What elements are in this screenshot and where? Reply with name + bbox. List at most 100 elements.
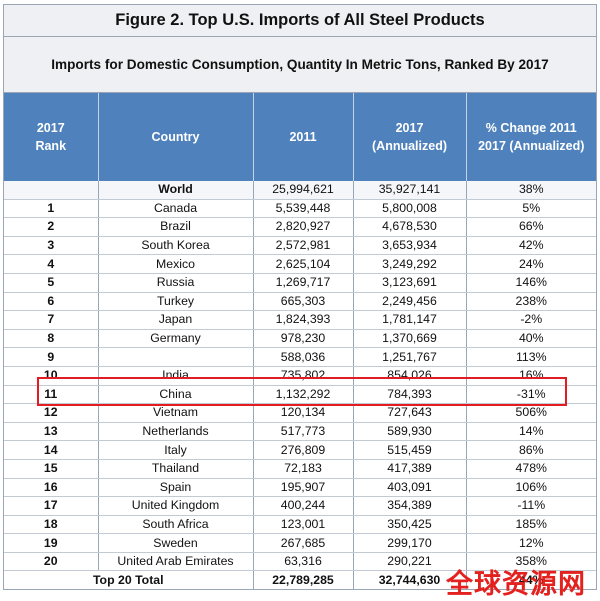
- country-cell: China: [98, 385, 254, 405]
- header-2011: 2011: [253, 93, 354, 181]
- value-2017-cell: 589,930: [353, 422, 467, 442]
- change-cell: -2%: [466, 310, 596, 330]
- imports-table: 2017 Rank Country 2011 2017 (Annualized)…: [4, 93, 596, 590]
- value-2011-cell: 588,036: [253, 347, 354, 367]
- header-change-line-1: % Change 2011: [485, 121, 577, 135]
- change-cell: 478%: [466, 459, 596, 479]
- table-row: 5 Russia 1,269,717 3,123,691 146%: [4, 273, 596, 293]
- change-cell: 12%: [466, 533, 596, 553]
- rank-cell: 3: [4, 236, 99, 256]
- value-2017-cell: 2,249,456: [353, 292, 467, 312]
- value-2017-cell: 854,026: [353, 366, 467, 386]
- value-2017-cell: 3,653,934: [353, 236, 467, 256]
- country-cell: Spain: [98, 478, 254, 498]
- change-cell: 106%: [466, 478, 596, 498]
- table-row: 12 Vietnam 120,134 727,643 506%: [4, 403, 596, 423]
- value-2017-cell: 1,781,147: [353, 310, 467, 330]
- value-2017-cell: 290,221: [353, 552, 467, 572]
- table-row: 8 Germany 978,230 1,370,669 40%: [4, 329, 596, 349]
- value-2011-cell: 1,269,717: [253, 273, 354, 293]
- value-2011-cell: 63,316: [253, 552, 354, 572]
- country-cell: Japan: [98, 310, 254, 330]
- world-row: World 25,994,621 35,927,141 38%: [4, 181, 596, 200]
- world-rank: [4, 181, 99, 200]
- header-rank-line-2: Rank: [35, 139, 67, 153]
- change-cell: 86%: [466, 440, 596, 460]
- change-cell: 42%: [466, 236, 596, 256]
- value-2017-cell: 299,170: [353, 533, 467, 553]
- table-row: 6 Turkey 665,303 2,249,456 238%: [4, 292, 596, 312]
- table-row: 15 Thailand 72,183 417,389 478%: [4, 459, 596, 479]
- rank-cell: 6: [4, 292, 99, 312]
- rank-cell: 8: [4, 329, 99, 349]
- value-2017-cell: 515,459: [353, 440, 467, 460]
- country-cell: United Arab Emirates: [98, 552, 254, 572]
- change-cell: -31%: [466, 385, 596, 405]
- country-cell: Brazil: [98, 217, 254, 237]
- total-row: Top 20 Total 22,789,285 32,744,630 44%: [4, 570, 596, 590]
- change-cell: 113%: [466, 347, 596, 367]
- value-2011-cell: 123,001: [253, 515, 354, 535]
- header-change: % Change 2011 2017 (Annualized): [466, 93, 596, 181]
- change-cell: 185%: [466, 515, 596, 535]
- table-row: 10 India 735,802 854,026 16%: [4, 366, 596, 386]
- value-2011-cell: 978,230: [253, 329, 354, 349]
- table-row: 16 Spain 195,907 403,091 106%: [4, 478, 596, 498]
- world-2017: 35,927,141: [353, 181, 467, 200]
- rank-cell: 4: [4, 254, 99, 274]
- table-row: 18 South Africa 123,001 350,425 185%: [4, 515, 596, 535]
- rank-cell: 20: [4, 552, 99, 572]
- country-cell: Sweden: [98, 533, 254, 553]
- rank-cell: 12: [4, 403, 99, 423]
- change-cell: 14%: [466, 422, 596, 442]
- change-cell: 358%: [466, 552, 596, 572]
- change-cell: 40%: [466, 329, 596, 349]
- rank-cell: 17: [4, 496, 99, 516]
- value-2011-cell: 665,303: [253, 292, 354, 312]
- steel-imports-figure: Figure 2. Top U.S. Imports of All Steel …: [3, 4, 597, 591]
- rank-cell: 5: [4, 273, 99, 293]
- change-cell: 16%: [466, 366, 596, 386]
- rank-cell: 9: [4, 347, 99, 367]
- total-change: 44%: [466, 570, 596, 590]
- value-2017-cell: 727,643: [353, 403, 467, 423]
- world-change: 38%: [466, 181, 596, 200]
- value-2017-cell: 350,425: [353, 515, 467, 535]
- rank-cell: 10: [4, 366, 99, 386]
- value-2017-cell: 1,370,669: [353, 329, 467, 349]
- country-cell: Canada: [98, 199, 254, 219]
- table-row: 7 Japan 1,824,393 1,781,147 -2%: [4, 310, 596, 330]
- value-2017-cell: 784,393: [353, 385, 467, 405]
- figure-title: Figure 2. Top U.S. Imports of All Steel …: [4, 5, 596, 37]
- change-cell: 146%: [466, 273, 596, 293]
- change-cell: 66%: [466, 217, 596, 237]
- rank-cell: 2: [4, 217, 99, 237]
- value-2017-cell: 417,389: [353, 459, 467, 479]
- change-cell: 506%: [466, 403, 596, 423]
- header-2017-line-2: (Annualized): [372, 139, 447, 153]
- table-row: 20 United Arab Emirates 63,316 290,221 358%: [4, 552, 596, 572]
- rank-cell: 18: [4, 515, 99, 535]
- value-2011-cell: 2,820,927: [253, 217, 354, 237]
- figure-subtitle: Imports for Domestic Consumption, Quanti…: [4, 37, 596, 93]
- header-rank: 2017 Rank: [4, 93, 99, 181]
- value-2011-cell: 517,773: [253, 422, 354, 442]
- change-cell: 5%: [466, 199, 596, 219]
- change-cell: 238%: [466, 292, 596, 312]
- value-2011-cell: 5,539,448: [253, 199, 354, 219]
- country-cell: South Africa: [98, 515, 254, 535]
- header-change-line-2: 2017 (Annualized): [478, 139, 585, 153]
- rank-cell: 11: [4, 385, 99, 405]
- value-2017-cell: 354,389: [353, 496, 467, 516]
- table-row: 17 United Kingdom 400,244 354,389 -11%: [4, 496, 596, 516]
- value-2017-cell: 4,678,530: [353, 217, 467, 237]
- rank-cell: 19: [4, 533, 99, 553]
- rank-cell: 16: [4, 478, 99, 498]
- value-2011-cell: 267,685: [253, 533, 354, 553]
- country-cell: India: [98, 366, 254, 386]
- header-2017-line-1: 2017: [395, 121, 424, 135]
- total-label: Top 20 Total: [4, 570, 254, 590]
- value-2017-cell: 3,123,691: [353, 273, 467, 293]
- country-cell: Netherlands: [98, 422, 254, 442]
- country-cell: Vietnam: [98, 403, 254, 423]
